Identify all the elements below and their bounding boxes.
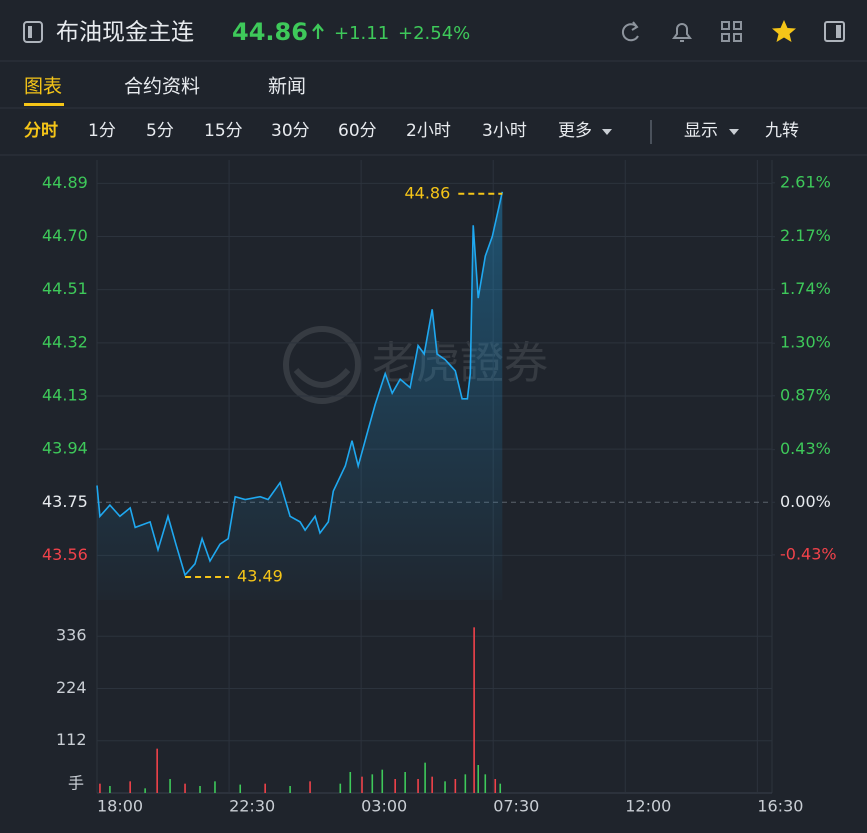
- volume-bar: [381, 769, 384, 793]
- volume-bar: [169, 779, 171, 793]
- volume-unit: 手: [68, 774, 84, 793]
- volume-bar: [184, 783, 186, 793]
- dropdown-arrow: [729, 129, 739, 135]
- volume-bar: [129, 781, 131, 793]
- y2-tick-label: 2.17%: [780, 226, 831, 245]
- volume-bar: [239, 784, 242, 793]
- panel-icon-bar: [836, 25, 841, 38]
- y2-tick-label: 0.00%: [780, 492, 831, 511]
- tab[interactable]: 合约资料: [124, 76, 200, 98]
- volume-bar: [477, 765, 480, 793]
- volume-bar: [264, 783, 266, 793]
- y-tick-label: 44.51: [42, 279, 88, 298]
- volume-bar: [371, 774, 374, 793]
- y2-tick-label: -0.43%: [780, 544, 837, 563]
- volume-bar: [361, 776, 363, 793]
- volume-bar: [484, 774, 487, 793]
- star-icon[interactable]: [772, 20, 796, 42]
- volume-bar: [404, 772, 406, 793]
- tab-underline: [24, 103, 64, 106]
- y2-tick-label: 1.30%: [780, 333, 831, 352]
- y2-tick-label: 2.61%: [780, 172, 831, 191]
- y-tick-label: 44.13: [42, 385, 88, 404]
- volume-bar: [144, 788, 146, 793]
- timeframe[interactable]: 5分: [146, 121, 174, 141]
- x-tick-label: 07:30: [493, 797, 539, 816]
- x-tick-label: 22:30: [229, 797, 275, 816]
- volume-bar: [464, 774, 467, 793]
- volume-tick-label: 336: [56, 626, 87, 645]
- timeframe[interactable]: 更多: [558, 121, 592, 141]
- x-tick-label: 12:00: [625, 797, 671, 816]
- back-icon[interactable]: [23, 21, 43, 43]
- annotation-label: 44.86: [404, 183, 450, 202]
- up-arrow: [312, 23, 324, 39]
- volume-bar: [309, 781, 311, 793]
- timeframe[interactable]: 1分: [88, 121, 116, 141]
- volume-bar: [394, 779, 396, 793]
- option[interactable]: 九转: [765, 121, 799, 141]
- annotation-label: 43.49: [237, 567, 283, 586]
- tab[interactable]: 图表: [24, 76, 62, 98]
- volume-bar: [494, 779, 497, 793]
- volume-bar: [473, 627, 475, 793]
- y-tick-label: 44.89: [42, 173, 88, 192]
- price-line: [96, 191, 504, 577]
- dropdown-arrow: [602, 129, 612, 135]
- price-area: [97, 191, 503, 601]
- timeframe[interactable]: 分时: [24, 121, 58, 141]
- volume-bar: [156, 748, 158, 793]
- volume-bar: [199, 786, 201, 793]
- x-tick-label: 18:00: [97, 797, 143, 816]
- y2-tick-label: 0.43%: [780, 439, 831, 458]
- bell-icon[interactable]: [672, 23, 692, 42]
- grid-icon[interactable]: [721, 21, 742, 42]
- y-tick-label: 43.94: [42, 439, 88, 458]
- volume-bar: [99, 783, 101, 793]
- volume-bar: [417, 779, 419, 793]
- y-tick-label: 44.70: [42, 226, 88, 245]
- volume-bar: [349, 772, 352, 793]
- y2-tick-label: 0.87%: [780, 385, 831, 404]
- refresh-icon[interactable]: [621, 21, 639, 42]
- y-tick-label: 43.75: [42, 492, 88, 511]
- y-tick-label: 43.56: [42, 545, 88, 564]
- timeframe[interactable]: 60分: [338, 121, 377, 141]
- volume-bar: [214, 781, 216, 793]
- timeframe[interactable]: 15分: [204, 121, 243, 141]
- title: 布油现金主连: [56, 20, 194, 46]
- volume-bar: [454, 779, 457, 793]
- back-icon-bar: [28, 26, 32, 38]
- volume-tick-label: 112: [56, 730, 87, 749]
- volume-bar: [339, 783, 342, 793]
- volume-bar: [431, 776, 433, 793]
- timeframe[interactable]: 3小时: [482, 121, 527, 141]
- option[interactable]: 显示: [684, 121, 718, 141]
- price: 44.86: [232, 18, 308, 46]
- volume-bar: [109, 786, 111, 793]
- panel-icon[interactable]: [824, 21, 845, 42]
- volume-bar: [289, 786, 291, 793]
- x-tick-label: 03:00: [361, 797, 407, 816]
- x-tick-label: 16:30: [757, 797, 803, 816]
- volume-bar: [424, 762, 426, 793]
- tab[interactable]: 新闻: [268, 76, 306, 98]
- volume-tick-label: 224: [56, 678, 87, 697]
- y2-tick-label: 1.74%: [780, 279, 831, 298]
- y-tick-label: 44.32: [42, 332, 88, 351]
- timeframe[interactable]: 2小时: [406, 121, 451, 141]
- volume-bar: [499, 783, 502, 793]
- volume-bar: [444, 781, 446, 793]
- watermark-logo: [283, 326, 361, 404]
- change-pct: +2.54%: [398, 23, 470, 44]
- timeframe[interactable]: 30分: [271, 121, 310, 141]
- change: +1.11: [334, 23, 389, 44]
